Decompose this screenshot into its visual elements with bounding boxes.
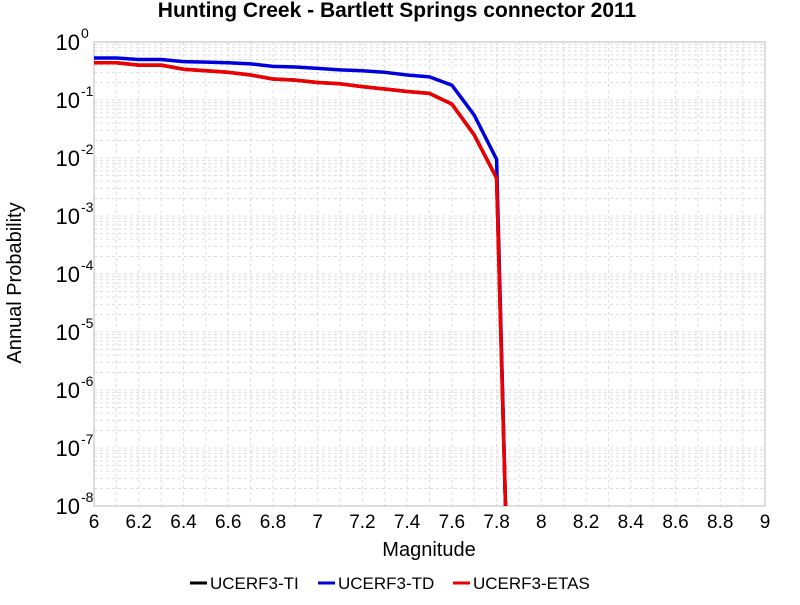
series-layer — [94, 56, 508, 507]
chart-title: Hunting Creek - Bartlett Springs connect… — [158, 0, 637, 22]
x-tick-label: 9 — [760, 512, 771, 533]
y-axis-label: Annual Probability — [4, 202, 26, 363]
y-tick-exponent: -1 — [81, 83, 94, 99]
y-tick-label: 10 -2 — [56, 141, 94, 171]
y-tick-label: 10 -3 — [56, 199, 94, 229]
y-tick-label: 10 -7 — [56, 431, 94, 461]
y-tick-base: 10 — [56, 204, 80, 229]
x-tick-label: 8.4 — [618, 512, 645, 533]
legend-label-0: UCERF3-TI — [210, 574, 299, 593]
x-tick-label: 7 — [312, 512, 323, 533]
y-tick-base: 10 — [56, 378, 80, 403]
legend-label-2: UCERF3-ETAS — [473, 574, 590, 593]
y-tick-base: 10 — [56, 436, 80, 461]
x-tick-label: 7.4 — [394, 512, 421, 533]
plot-frame — [93, 41, 766, 507]
x-tick-label: 7.8 — [483, 512, 509, 533]
y-tick-label: 10 -5 — [56, 315, 94, 345]
y-tick-base: 10 — [56, 88, 80, 113]
series-line-1 — [94, 56, 508, 507]
y-tick-exponent: -5 — [81, 315, 94, 331]
y-tick-base: 10 — [56, 30, 80, 55]
x-tick-label: 8.2 — [573, 512, 599, 533]
y-tick-exponent: -8 — [81, 489, 94, 505]
x-axis-label: Magnitude — [382, 539, 475, 561]
x-tick-label: 6.8 — [260, 512, 286, 533]
x-tick-label: 6.6 — [215, 512, 241, 533]
x-tick-label: 7.2 — [349, 512, 375, 533]
grid — [93, 41, 766, 507]
y-tick-label: 10 0 — [56, 25, 89, 55]
x-tick-label: 6 — [89, 512, 100, 533]
y-tick-exponent: 0 — [81, 25, 89, 41]
y-tick-exponent: -4 — [81, 257, 94, 273]
y-tick-label: 10 -8 — [56, 489, 94, 519]
y-tick-label: 10 -4 — [56, 257, 94, 287]
y-tick-exponent: -2 — [81, 141, 94, 157]
y-tick-exponent: -7 — [81, 431, 94, 447]
x-tick-label: 8.6 — [662, 512, 688, 533]
x-axis-ticks: 6 6.2 6.4 6.6 6.8 7 7.2 7.4 7.6 7.8 8 8.2 8.4 8.6 8.8 9 — [89, 512, 771, 533]
y-tick-base: 10 — [56, 320, 80, 345]
x-tick-label: 6.2 — [126, 512, 152, 533]
y-tick-label: 10 -1 — [56, 83, 94, 113]
x-tick-label: 8 — [536, 512, 547, 533]
y-tick-base: 10 — [56, 262, 80, 287]
legend: UCERF3-TI UCERF3-TD UCERF3-ETAS — [190, 574, 590, 593]
y-tick-base: 10 — [56, 494, 80, 519]
y-tick-exponent: -3 — [81, 199, 94, 215]
y-tick-label: 10 -6 — [56, 373, 94, 403]
legend-label-1: UCERF3-TD — [338, 574, 434, 593]
series-line-2 — [94, 60, 508, 507]
x-tick-label: 7.6 — [439, 512, 465, 533]
series-line-0 — [94, 60, 508, 507]
x-tick-label: 8.8 — [707, 512, 733, 533]
x-tick-label: 6.4 — [170, 512, 197, 533]
y-tick-exponent: -6 — [81, 373, 94, 389]
y-tick-base: 10 — [56, 146, 80, 171]
